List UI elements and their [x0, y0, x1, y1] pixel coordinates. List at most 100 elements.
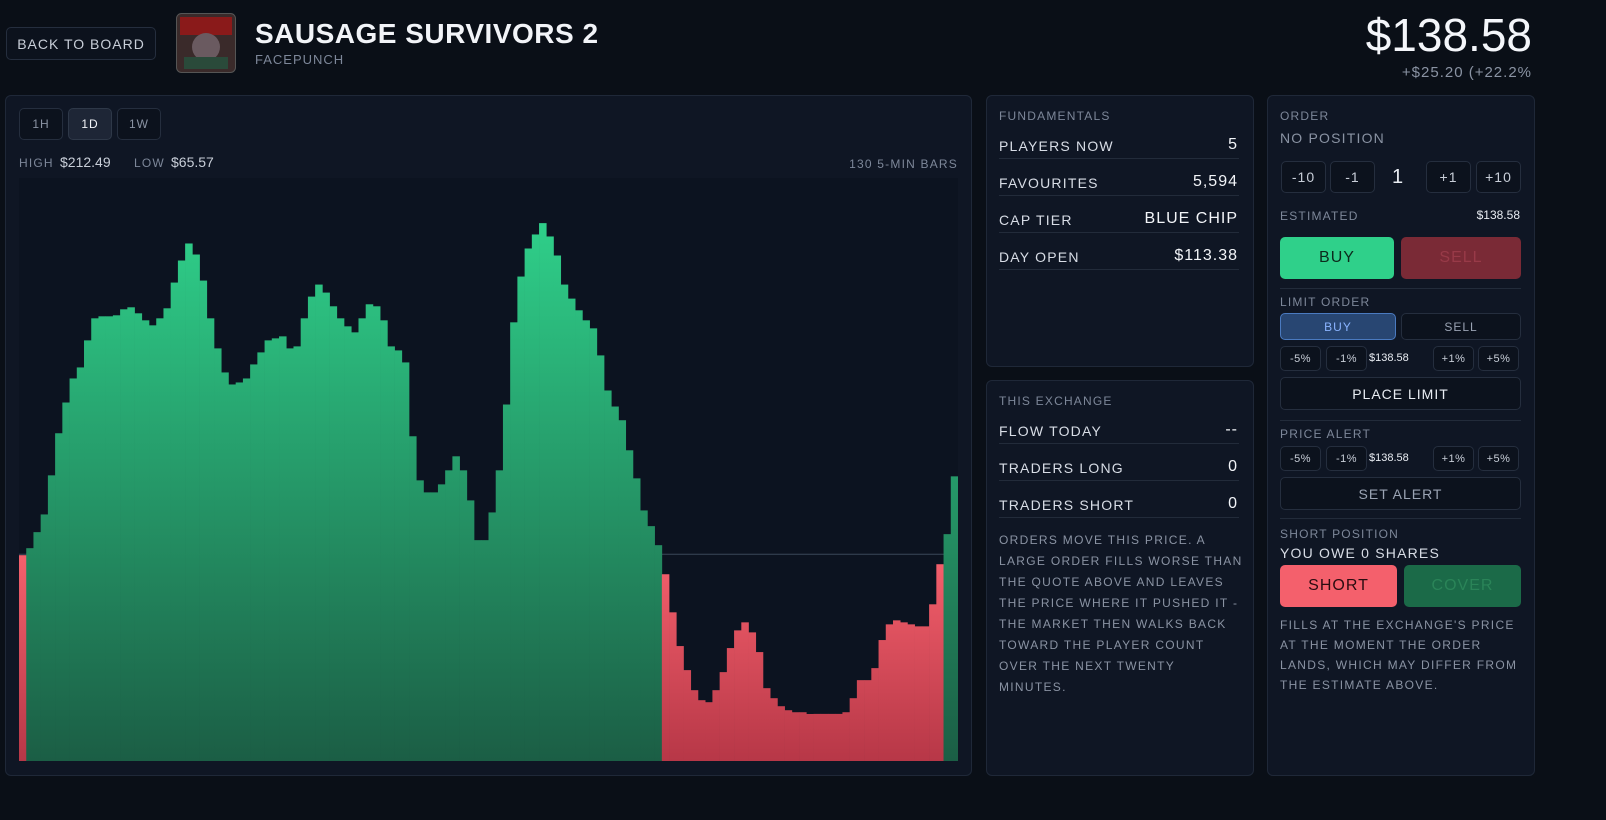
stat-label: PLAYERS NOW — [999, 138, 1114, 154]
bar — [199, 280, 208, 761]
bar — [892, 620, 901, 761]
adjust-button[interactable]: +5% — [1478, 446, 1519, 471]
game-title: SAUSAGE SURVIVORS 2 — [255, 18, 599, 49]
limit-buy-toggle[interactable]: BUY — [1280, 313, 1396, 340]
buy-button[interactable]: BUY — [1280, 237, 1394, 279]
bar — [26, 548, 34, 761]
bar — [864, 680, 872, 761]
bar — [640, 510, 648, 761]
bar — [827, 713, 836, 761]
bar — [719, 672, 728, 761]
bar — [459, 470, 468, 761]
bar — [40, 514, 49, 761]
order-panel — [1267, 95, 1535, 776]
bar — [697, 700, 706, 761]
adjust-button[interactable]: +1% — [1433, 446, 1474, 471]
bar — [618, 420, 627, 761]
back-button[interactable]: BACK TO BOARD — [6, 27, 156, 60]
step-button[interactable]: -10 — [1281, 161, 1326, 193]
bar — [84, 340, 92, 761]
separator — [999, 232, 1239, 233]
bar — [170, 282, 179, 761]
stat-label: TRADERS LONG — [999, 460, 1124, 476]
bar — [141, 320, 150, 761]
bar — [466, 500, 475, 761]
bar — [452, 456, 460, 761]
bars-label: 130 5-MIN BARS — [849, 157, 958, 171]
short-note: FILLS AT THE EXCHANGE'S PRICE AT THE MOM… — [1280, 618, 1518, 692]
bar — [105, 316, 114, 761]
price: $138.58 — [1365, 9, 1532, 61]
bar — [322, 292, 330, 761]
bar — [705, 702, 713, 761]
limit-title: LIMIT ORDER — [1280, 295, 1371, 309]
owed-shares: YOU OWE 0 SHARES — [1280, 545, 1441, 561]
estimated-label: ESTIMATED — [1280, 209, 1359, 223]
bar — [91, 318, 99, 761]
bar — [777, 706, 785, 761]
bar — [921, 626, 930, 761]
separator — [999, 158, 1239, 159]
adjust-button[interactable]: -1% — [1326, 446, 1367, 471]
bar — [683, 670, 692, 761]
stat-value: BLUE CHIP — [1144, 210, 1238, 227]
bar — [755, 652, 764, 761]
bar — [149, 325, 157, 761]
limit-sell-toggle[interactable]: SELL — [1401, 313, 1521, 340]
separator — [999, 195, 1239, 196]
adjust-button[interactable]: -5% — [1280, 346, 1321, 371]
sell-button[interactable]: SELL — [1401, 237, 1521, 279]
adjust-button[interactable]: -5% — [1280, 446, 1321, 471]
fundamentals-title: FUNDAMENTALS — [999, 109, 1111, 123]
set-alert-button[interactable]: SET ALERT — [1280, 477, 1521, 510]
bar — [856, 680, 865, 761]
exchange-panel — [986, 380, 1254, 776]
bar — [112, 315, 121, 761]
game-icon — [176, 13, 236, 73]
bar — [799, 712, 807, 761]
stat-label: DAY OPEN — [999, 249, 1080, 265]
bar — [950, 476, 958, 761]
adjust-button[interactable]: -1% — [1326, 346, 1367, 371]
bar — [279, 336, 287, 761]
bar — [336, 318, 345, 761]
bar — [271, 338, 280, 761]
adjust-button[interactable]: +5% — [1478, 346, 1519, 371]
bar — [315, 284, 323, 761]
range-button[interactable]: 1W — [117, 108, 161, 140]
bar — [177, 260, 186, 761]
high-value: $212.49 — [60, 154, 111, 170]
bar — [358, 318, 367, 761]
bar — [192, 254, 200, 761]
range-button[interactable]: 1D — [68, 108, 112, 140]
stat-value: 5 — [1228, 136, 1238, 153]
bar — [632, 478, 641, 761]
step-button[interactable]: +10 — [1476, 161, 1521, 193]
separator — [999, 480, 1239, 481]
bar — [567, 298, 576, 761]
bar — [596, 355, 605, 761]
step-button[interactable]: +1 — [1426, 161, 1471, 193]
bar — [770, 698, 778, 761]
range-button[interactable]: 1H — [19, 108, 63, 140]
bar — [401, 362, 410, 761]
place-limit-button[interactable]: PLACE LIMIT — [1280, 377, 1521, 410]
adjust-button[interactable]: +1% — [1433, 346, 1474, 371]
short-button[interactable]: SHORT — [1280, 565, 1397, 607]
alert-title: PRICE ALERT — [1280, 427, 1372, 441]
bar — [820, 713, 829, 761]
bar — [380, 320, 388, 761]
bar — [62, 402, 70, 761]
bar — [495, 470, 504, 761]
step-button[interactable]: -1 — [1330, 161, 1375, 193]
bar — [228, 384, 236, 761]
separator — [999, 443, 1239, 444]
bar — [690, 690, 699, 761]
bar — [235, 382, 244, 761]
cover-button[interactable]: COVER — [1404, 565, 1521, 607]
bar — [806, 713, 814, 761]
separator — [999, 269, 1239, 270]
bar — [286, 348, 294, 761]
bar — [445, 470, 453, 761]
